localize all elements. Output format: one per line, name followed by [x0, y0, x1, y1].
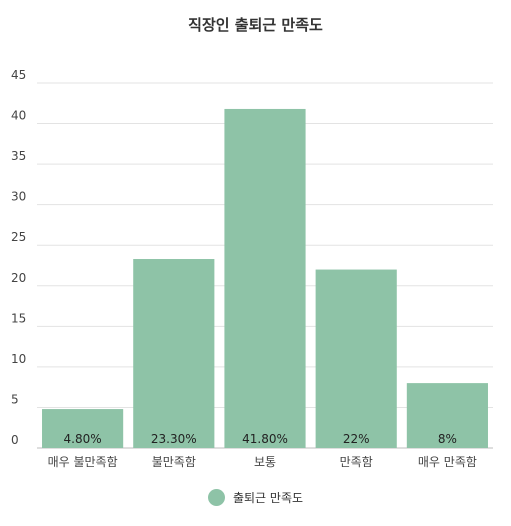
bar [133, 259, 215, 448]
x-tick-label: 매우 만족함 [418, 455, 477, 469]
y-tick-label: 10 [11, 352, 26, 366]
legend: 출퇴근 만족도 [0, 489, 511, 506]
bar [315, 269, 397, 448]
chart-title: 직장인 출퇴근 만족도 [188, 16, 323, 34]
data-label: 4.80% [64, 432, 102, 446]
y-tick-label: 40 [11, 109, 26, 123]
y-tick-label: 0 [11, 433, 19, 447]
bar [42, 409, 124, 448]
y-tick-label: 20 [11, 271, 26, 285]
y-tick-label: 15 [11, 311, 26, 325]
x-tick-label: 보통 [254, 455, 276, 469]
legend-swatch [207, 489, 225, 506]
data-label: 22% [343, 432, 370, 446]
x-tick-label: 매우 불만족함 [48, 455, 118, 469]
bar [224, 108, 306, 448]
y-tick-label: 5 [11, 392, 19, 406]
data-label: 23.30% [151, 432, 197, 446]
bars [42, 108, 488, 448]
legend-label: 출퇴근 만족도 [232, 491, 304, 505]
data-labels: 4.80% 23.30% 41.80% 22% 8% [64, 432, 457, 446]
data-label: 8% [438, 432, 457, 446]
x-tick-label: 불만족함 [152, 455, 196, 469]
bar [406, 383, 488, 448]
y-tick-label: 35 [11, 149, 26, 163]
y-tick-label: 30 [11, 190, 26, 204]
data-label: 41.80% [242, 432, 288, 446]
y-tick-label: 45 [11, 68, 26, 82]
x-axis: 매우 불만족함 불만족함 보통 만족함 매우 만족함 [48, 455, 477, 469]
y-axis: 0 5 10 15 20 25 30 35 40 45 [11, 68, 26, 447]
y-tick-label: 25 [11, 230, 26, 244]
x-tick-label: 만족함 [340, 455, 373, 469]
